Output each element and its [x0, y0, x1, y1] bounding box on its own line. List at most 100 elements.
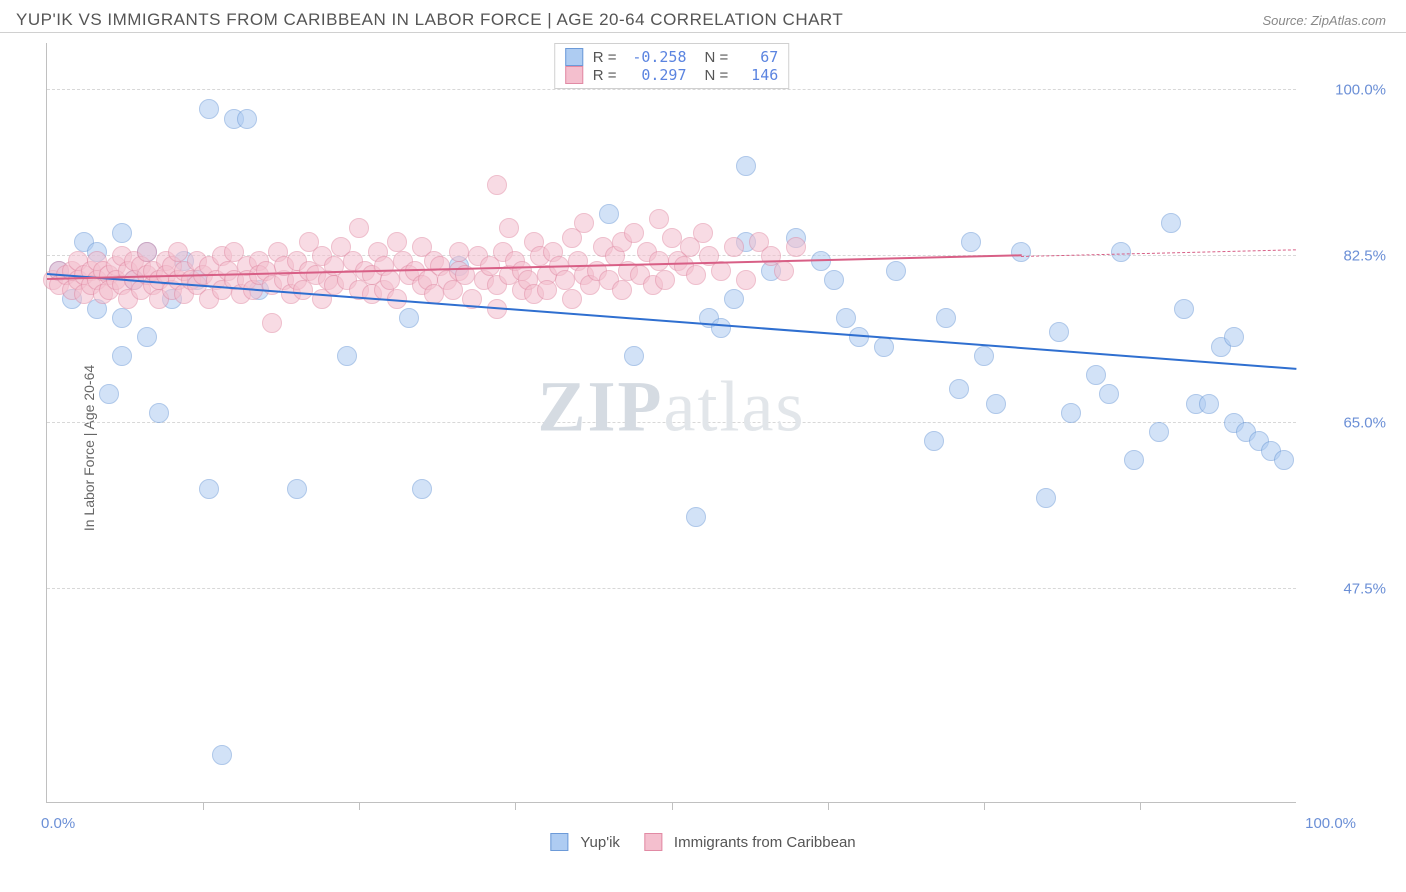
- data-point: [874, 337, 894, 357]
- legend-n-value: 146: [738, 66, 778, 84]
- data-point: [449, 242, 469, 262]
- data-point: [1274, 450, 1294, 470]
- data-point: [237, 109, 257, 129]
- data-point: [1086, 365, 1106, 385]
- data-point: [786, 237, 806, 257]
- data-point: [1111, 242, 1131, 262]
- data-point: [1049, 322, 1069, 342]
- data-point: [1036, 488, 1056, 508]
- data-point: [380, 270, 400, 290]
- data-point: [1224, 327, 1244, 347]
- x-min-label: 0.0%: [41, 815, 75, 832]
- data-point: [199, 99, 219, 119]
- legend-row: R = 0.297 N = 146: [565, 66, 779, 84]
- data-point: [562, 289, 582, 309]
- data-point: [624, 346, 644, 366]
- x-max-label: 100.0%: [1305, 815, 1356, 832]
- data-point: [961, 232, 981, 252]
- gridline: [47, 588, 1296, 589]
- data-point: [949, 379, 969, 399]
- data-point: [711, 318, 731, 338]
- data-point: [149, 403, 169, 423]
- data-point: [112, 308, 132, 328]
- watermark: ZIPatlas: [538, 366, 806, 449]
- legend-n-label: N =: [705, 49, 729, 66]
- chart-header: YUP'IK VS IMMIGRANTS FROM CARIBBEAN IN L…: [0, 0, 1406, 33]
- data-point: [1199, 394, 1219, 414]
- y-tick-label: 82.5%: [1306, 248, 1386, 265]
- x-tick: [203, 802, 204, 810]
- x-tick: [1140, 802, 1141, 810]
- data-point: [199, 479, 219, 499]
- data-point: [824, 270, 844, 290]
- legend-item: Immigrants from Caribbean: [644, 833, 856, 851]
- data-point: [886, 261, 906, 281]
- data-point: [736, 270, 756, 290]
- data-point: [262, 313, 282, 333]
- data-point: [168, 242, 188, 262]
- data-point: [137, 242, 157, 262]
- data-point: [349, 218, 369, 238]
- x-tick: [672, 802, 673, 810]
- y-tick-label: 47.5%: [1306, 580, 1386, 597]
- legend-label: Yup'ik: [580, 834, 620, 851]
- data-point: [1011, 242, 1031, 262]
- data-point: [599, 204, 619, 224]
- legend-swatch: [565, 66, 583, 84]
- data-point: [399, 308, 419, 328]
- source-attribution: Source: ZipAtlas.com: [1262, 13, 1386, 28]
- data-point: [99, 384, 119, 404]
- legend-label: Immigrants from Caribbean: [674, 834, 856, 851]
- data-point: [1174, 299, 1194, 319]
- x-tick: [515, 802, 516, 810]
- data-point: [212, 745, 232, 765]
- legend-swatch: [565, 48, 583, 66]
- data-point: [487, 175, 507, 195]
- data-point: [986, 394, 1006, 414]
- data-point: [686, 507, 706, 527]
- legend-r-label: R =: [593, 49, 617, 66]
- data-point: [387, 232, 407, 252]
- x-tick: [984, 802, 985, 810]
- data-point: [112, 346, 132, 366]
- data-point: [112, 223, 132, 243]
- data-point: [624, 223, 644, 243]
- legend-r-value: -0.258: [627, 48, 687, 66]
- data-point: [924, 431, 944, 451]
- y-tick-label: 65.0%: [1306, 414, 1386, 431]
- gridline: [47, 89, 1296, 90]
- legend-swatch: [550, 833, 568, 851]
- legend-row: R = -0.258 N = 67: [565, 48, 779, 66]
- data-point: [974, 346, 994, 366]
- correlation-legend: R = -0.258 N = 67 R = 0.297 N = 146: [554, 43, 790, 89]
- data-point: [662, 228, 682, 248]
- data-point: [1061, 403, 1081, 423]
- chart-area: In Labor Force | Age 20-64 ZIPatlas R =-…: [0, 33, 1406, 863]
- chart-title: YUP'IK VS IMMIGRANTS FROM CARIBBEAN IN L…: [16, 10, 843, 30]
- data-point: [1149, 422, 1169, 442]
- data-point: [499, 218, 519, 238]
- legend-n-value: 67: [738, 48, 778, 66]
- y-tick-label: 100.0%: [1306, 82, 1386, 99]
- legend-r-value: 0.297: [627, 66, 687, 84]
- data-point: [1099, 384, 1119, 404]
- data-point: [137, 327, 157, 347]
- data-point: [693, 223, 713, 243]
- data-point: [649, 251, 669, 271]
- data-point: [936, 308, 956, 328]
- data-point: [649, 209, 669, 229]
- data-point: [724, 289, 744, 309]
- data-point: [412, 479, 432, 499]
- plot-region: ZIPatlas R =-0.258N =67R =0.297N =146 10…: [46, 43, 1296, 803]
- legend-swatch: [644, 833, 662, 851]
- data-point: [736, 156, 756, 176]
- data-point: [774, 261, 794, 281]
- data-point: [612, 280, 632, 300]
- series-legend: Yup'ik Immigrants from Caribbean: [550, 833, 855, 851]
- legend-r-label: R =: [593, 67, 617, 84]
- data-point: [1124, 450, 1144, 470]
- x-tick: [359, 802, 360, 810]
- data-point: [1161, 213, 1181, 233]
- data-point: [337, 346, 357, 366]
- legend-n-label: N =: [705, 67, 729, 84]
